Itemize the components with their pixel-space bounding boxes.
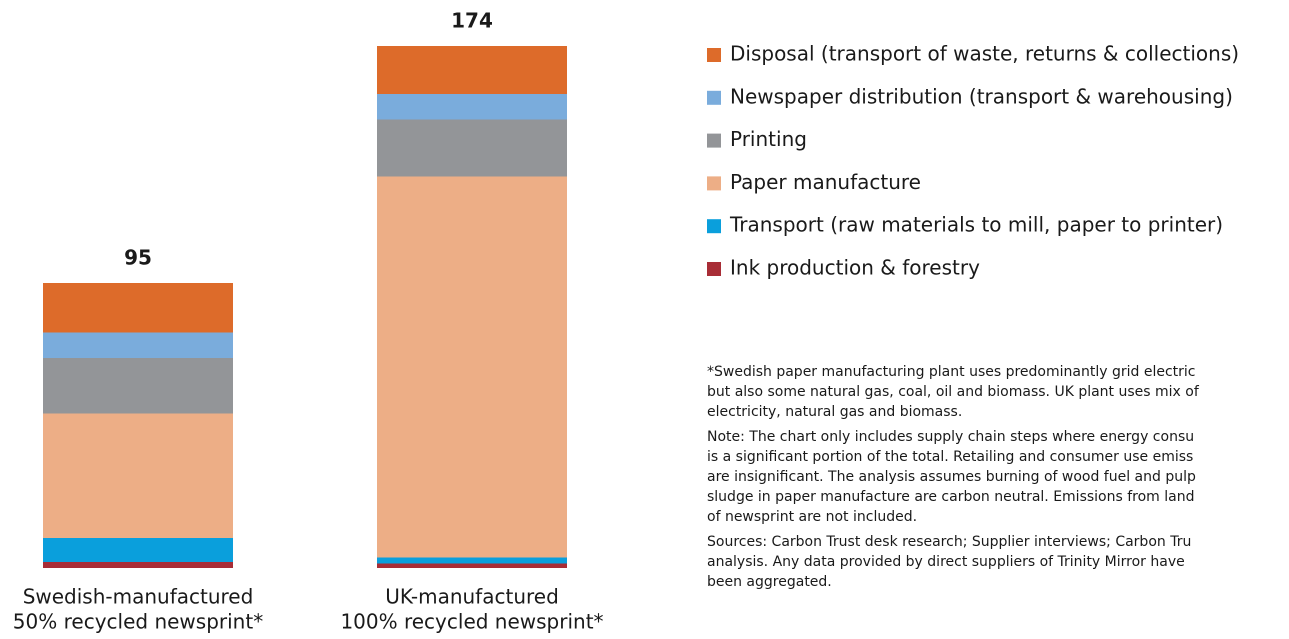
- bar-segment: [43, 358, 233, 414]
- note-line: electricity, natural gas and biomass.: [707, 404, 962, 420]
- bar-segment: [377, 46, 567, 94]
- legend-swatch: [707, 262, 721, 276]
- legend-swatch: [707, 219, 721, 234]
- bar-segment: [43, 413, 233, 538]
- legend-swatch: [707, 90, 721, 105]
- note-line: Sources: Carbon Trust desk research; Sup…: [707, 534, 1191, 550]
- legend-label: Transport (raw materials to mill, paper …: [729, 213, 1223, 237]
- category-label: 50% recycled newsprint*: [13, 610, 263, 634]
- category-label: Swedish-manufactured: [23, 585, 254, 609]
- note-line: are insignificant. The analysis assumes …: [707, 469, 1196, 485]
- bar-segment: [43, 332, 233, 358]
- category-label: UK-manufactured: [385, 585, 559, 609]
- bar-segment: [377, 94, 567, 120]
- note-line: analysis. Any data provided by direct su…: [707, 554, 1185, 570]
- note-line: of newsprint are not included.: [707, 509, 917, 525]
- bar-segment: [377, 176, 567, 558]
- legend-swatch: [707, 133, 721, 148]
- note-line: Note: The chart only includes supply cha…: [707, 429, 1194, 445]
- bar-segment: [377, 119, 567, 177]
- legend-swatch: [707, 48, 721, 62]
- note-line: sludge in paper manufacture are carbon n…: [707, 489, 1194, 505]
- note-line: been aggregated.: [707, 574, 832, 590]
- legend-label: Newspaper distribution (transport & ware…: [730, 84, 1233, 108]
- note-line: *Swedish paper manufacturing plant uses …: [707, 364, 1195, 380]
- legend-label: Printing: [730, 127, 807, 151]
- legend-label: Paper manufacture: [730, 170, 921, 194]
- legend-swatch: [707, 176, 721, 191]
- bar-segment: [43, 562, 233, 568]
- bar-segment: [43, 538, 233, 562]
- bar-segment: [377, 557, 567, 564]
- total-label: 174: [451, 9, 493, 33]
- bar-segment: [43, 283, 233, 333]
- legend-label: Ink production & forestry: [730, 256, 980, 280]
- note-line: is a significant portion of the total. R…: [707, 449, 1193, 465]
- note-line: but also some natural gas, coal, oil and…: [707, 384, 1200, 400]
- legend-label: Disposal (transport of waste, returns & …: [730, 42, 1239, 66]
- bar-segment: [377, 563, 567, 568]
- total-label: 95: [124, 246, 152, 270]
- category-label: 100% recycled newsprint*: [340, 610, 603, 634]
